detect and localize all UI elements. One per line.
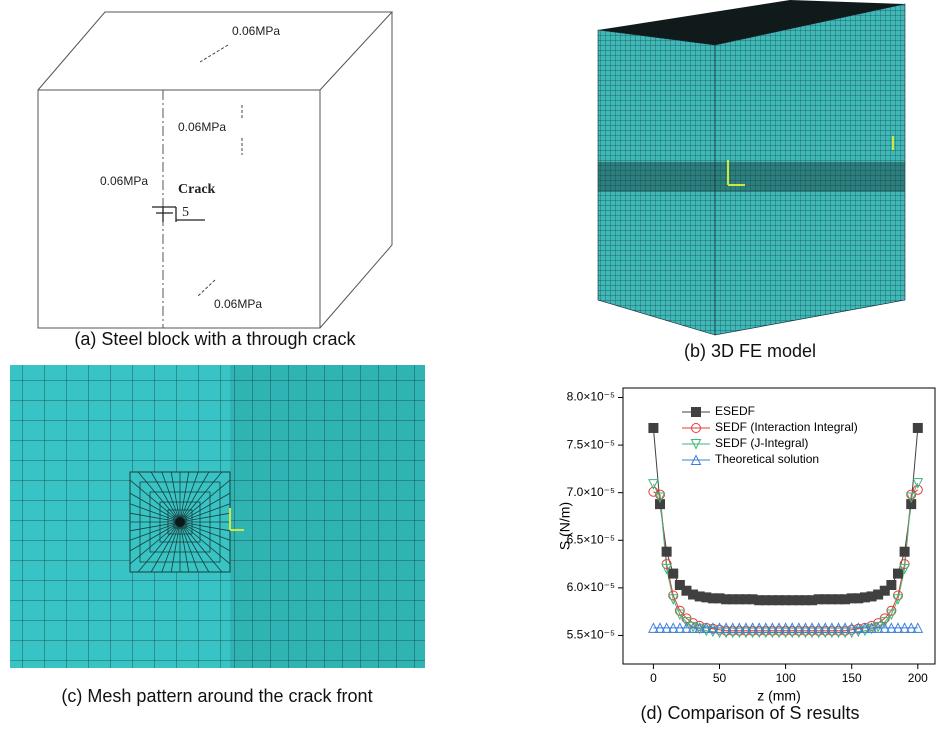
crack-band	[598, 162, 905, 192]
x-tick-label: 100	[776, 671, 796, 685]
y-tick-label: 8.0×10⁻⁵	[567, 390, 615, 404]
marker	[887, 581, 896, 590]
load-annotation: 0.06MPa	[100, 174, 148, 188]
marker	[669, 569, 678, 578]
y-tick-label: 6.5×10⁻⁵	[567, 532, 615, 546]
panel-caption: (a) Steel block with a through crack	[74, 329, 356, 349]
crack-tip	[175, 517, 185, 527]
panel-caption: (d) Comparison of S results	[640, 703, 859, 723]
load-annotation: 0.06MPa	[232, 24, 280, 38]
y-tick-label: 5.5×10⁻⁵	[567, 628, 615, 642]
x-tick-label: 150	[842, 671, 862, 685]
legend-label: SEDF (J-Integral)	[715, 436, 808, 450]
load-arrow	[200, 45, 228, 62]
figure: 0.06MPa 0.06MPa 0.06MPa Crack 5 0.06MPa (a) St…	[0, 0, 942, 742]
marker	[900, 547, 909, 556]
series-line	[653, 483, 917, 632]
marker	[662, 547, 671, 556]
crack-mark	[152, 207, 205, 222]
y-tick-label: 6.0×10⁻⁵	[567, 580, 615, 594]
x-axis-title: z (mm)	[757, 688, 801, 704]
legend-marker	[692, 408, 701, 417]
load-arrow	[198, 280, 215, 296]
y-axis-title: S (N/m)	[557, 502, 573, 550]
panel-caption: (b) 3D FE model	[684, 341, 816, 361]
marker	[649, 423, 658, 432]
x-tick-label: 200	[908, 671, 928, 685]
load-annotation: 0.06MPa	[214, 297, 262, 311]
series-line	[653, 490, 917, 631]
y-tick-label: 7.5×10⁻⁵	[567, 437, 615, 451]
page: 0.06MPa 0.06MPa 0.06MPa Crack 5 0.06MPa (a) St…	[0, 0, 942, 742]
marker	[913, 423, 922, 432]
y-tick-label: 7.0×10⁻⁵	[567, 485, 615, 499]
legend-label: ESEDF	[715, 404, 755, 418]
load-annotation: 5	[182, 205, 189, 220]
marker	[893, 569, 902, 578]
legend-label: Theoretical solution	[715, 452, 819, 466]
load-annotation: 0.06MPa	[178, 120, 226, 134]
x-tick-label: 0	[650, 671, 657, 685]
mesh-right	[230, 365, 425, 668]
legend-label: SEDF (Interaction Integral)	[715, 420, 858, 434]
panel-caption: (c) Mesh pattern around the crack front	[61, 686, 372, 706]
load-annotation: Crack	[178, 182, 216, 197]
x-tick-label: 50	[713, 671, 727, 685]
